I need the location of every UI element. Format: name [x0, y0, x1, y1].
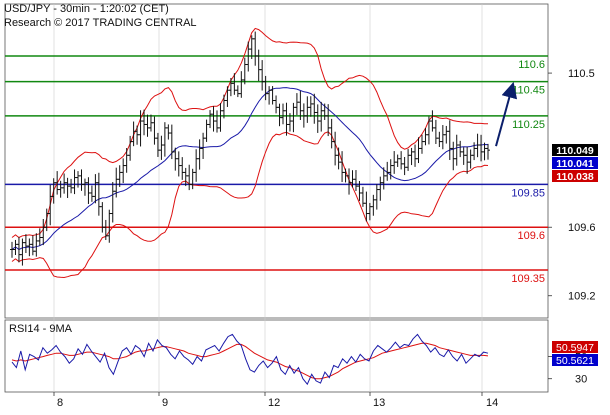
- level-label: 109.6: [517, 230, 545, 242]
- level-label: 110.25: [512, 119, 545, 131]
- level-label: 110.45: [512, 85, 545, 97]
- rsi-layer: RSI14 - 9MA5030: [9, 323, 587, 386]
- x-tick-label: 14: [486, 397, 498, 409]
- level-lines: 110.6 110.45 110.25 109.85 109.6 109.35: [5, 55, 548, 285]
- y-tick-label: 109.6: [568, 222, 596, 234]
- projection-arrow: [495, 81, 518, 147]
- x-tick-label: 8: [57, 397, 63, 409]
- rsi-tag: [552, 354, 598, 366]
- x-tick-label: 9: [162, 397, 168, 409]
- grid-layer: [4, 3, 549, 393]
- axes-layer: 8 9 12 13 14 110.5 109.6 109.2: [53, 68, 596, 409]
- bollinger-upper-line: [11, 27, 488, 239]
- rsi-tag: [552, 341, 598, 353]
- x-tick-label: 13: [373, 397, 385, 409]
- candle-layer: [10, 31, 518, 266]
- level-label: 110.6: [518, 59, 545, 71]
- price-tag-label: 110.038: [556, 171, 594, 183]
- price-tag-label: 110.049: [556, 145, 594, 157]
- level-label: 109.35: [511, 273, 545, 285]
- rsi-ma-line: [11, 342, 489, 380]
- rsi-line: [11, 333, 489, 386]
- x-tick-label: 12: [268, 397, 280, 409]
- copyright: Research © 2017 TRADING CENTRAL: [4, 17, 197, 29]
- level-label: 109.85: [511, 187, 545, 199]
- rsi-panel-frame: [4, 319, 549, 393]
- moving-average-line: [11, 87, 489, 251]
- bollinger-lower-line: [11, 131, 489, 279]
- price-tag: [552, 170, 598, 182]
- y-tick-label: 110.5: [568, 68, 595, 80]
- price-tag: [552, 157, 598, 169]
- price-panel-frame: [4, 3, 549, 319]
- price-tag: [552, 144, 598, 156]
- rsi-y-tick-label: 30: [575, 374, 587, 386]
- rsi-title: RSI14 - 9MA: [9, 323, 73, 335]
- y-tick-label: 109.2: [568, 291, 596, 303]
- rsi-tag-label: 50.5947: [556, 342, 594, 354]
- price-tag-label: 110.041: [556, 158, 594, 170]
- chart-title: USD/JPY - 30min - 1:20:02 (CET): [4, 3, 169, 15]
- rsi-tag-label: 50.5621: [556, 355, 594, 367]
- indicator-layer: [11, 27, 489, 279]
